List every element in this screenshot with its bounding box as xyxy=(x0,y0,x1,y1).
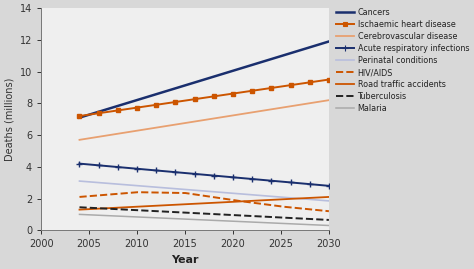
X-axis label: Year: Year xyxy=(171,255,199,265)
Legend: Cancers, Ischaemic heart disease, Cerebrovascular disease, Acute respiratory inf: Cancers, Ischaemic heart disease, Cerebr… xyxy=(336,8,469,113)
Y-axis label: Deaths (millions): Deaths (millions) xyxy=(4,77,14,161)
